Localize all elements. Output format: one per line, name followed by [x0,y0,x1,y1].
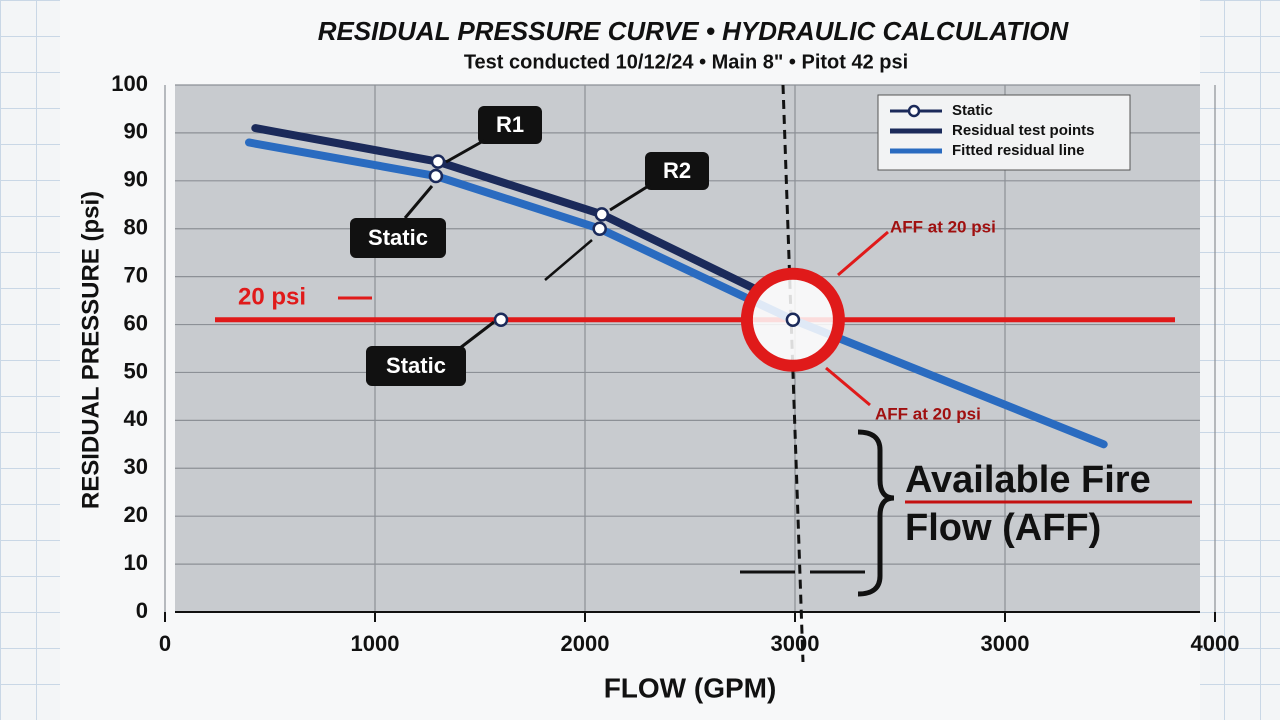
callout-box [478,106,542,144]
y-tick-label: 100 [111,71,148,96]
callout-arrow [609,183,651,212]
y-axis-title: RESIDUAL PRESSURE (psi) [77,191,104,509]
callout-label: Static [368,225,428,250]
point-marker [592,221,607,236]
reference-label: 20 psi [238,283,306,310]
callout-box [645,152,709,190]
y-tick-label: 70 [124,262,148,287]
point-marker [430,154,446,169]
aff-arrow [837,230,889,277]
y-tick-label: 90 [124,167,148,192]
callout-label: Static [386,353,446,378]
series-line [251,124,764,296]
aff-label: Flow (AFF) [905,507,1101,549]
callout-arrow [445,138,486,164]
y-tick-label: 90 [124,119,148,144]
chart-title: RESIDUAL PRESSURE CURVE • HYDRAULIC CALC… [318,16,1070,46]
callout-arrow [403,185,434,219]
y-tick-label: 0 [136,598,148,623]
x-tick-label: 4000 [1191,631,1240,656]
y-tick-label: 50 [124,358,148,383]
brace [857,429,895,597]
callout-box [350,218,446,258]
point-marker [594,207,610,222]
aff-line [781,84,805,663]
x-tick-label: 0 [159,631,171,656]
x-tick-label: 2000 [561,631,610,656]
callout-label: R2 [663,158,691,183]
aff-label: Available Fire [905,459,1151,501]
y-tick-label: 10 [124,550,148,575]
point-marker [493,312,509,328]
legend: Static Residual test points Fitted residua… [877,94,1131,171]
marks: 20 psi [215,84,1175,663]
callout-label: R1 [496,112,524,137]
aff-note: AFF at 20 psi [890,217,996,236]
x-tick-label: 3000 [771,631,820,656]
x-axis-title: FLOW (GPM) [604,672,777,703]
chart-subtitle: Test conducted 10/12/24 • Main 8" • Pito… [464,51,908,73]
legend-label: Fitted residual line [952,142,1085,159]
y-tick-label: 60 [124,310,148,335]
point-marker [428,168,444,184]
callout-arrow [459,320,495,350]
aff-note: AFF at 20 psi [875,404,981,423]
x-tick-label: 3000 [981,631,1030,656]
y-tick-label: 80 [124,215,148,240]
y-tick-label: 30 [124,454,148,479]
y-tick-label: 40 [124,406,148,431]
legend-marker [907,104,921,118]
aff-arrow [825,366,871,407]
x-tick-label: 1000 [351,631,400,656]
callout-arrow [544,239,593,281]
legend-items: Static Residual test points Fitted residua… [890,102,1095,159]
callouts: R1 R2 Static Static AFF at 20 psi AFF at… [350,106,1192,597]
callout-box [366,346,466,386]
point-marker [785,312,801,328]
legend-label: Residual test points [952,122,1095,139]
legend-label: Static [952,102,993,119]
y-tick-label: 20 [124,502,148,527]
